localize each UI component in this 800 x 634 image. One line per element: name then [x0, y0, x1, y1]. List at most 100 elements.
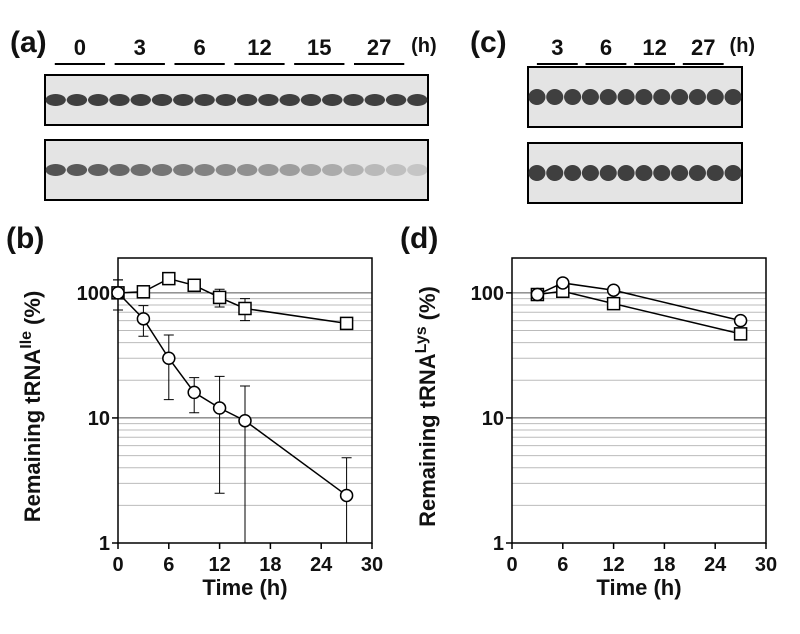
error-bar	[163, 334, 174, 401]
gel-band	[194, 164, 215, 176]
lane-label: 27	[691, 35, 715, 60]
gel-band	[173, 94, 194, 106]
y-axis-label-unit: (%)	[415, 286, 440, 320]
gel-band	[66, 164, 88, 176]
gel-band	[706, 89, 724, 105]
x-tick-label: 12	[208, 554, 230, 576]
gel-band	[581, 165, 599, 181]
gel-band	[564, 165, 582, 181]
lane-label: 6	[600, 35, 612, 60]
gel-band	[581, 89, 599, 105]
square-marker	[733, 327, 748, 341]
y-axis-label-sup: Ile	[18, 331, 35, 349]
gel-band	[236, 94, 258, 106]
gel-band	[130, 94, 151, 106]
x-tick-label: 6	[163, 554, 174, 576]
x-tick-label: 0	[112, 554, 123, 576]
x-axis-label: Time (h)	[596, 575, 681, 600]
gel-band	[151, 164, 173, 176]
series-line	[537, 290, 741, 335]
gel-band	[279, 164, 300, 176]
lane-label: 12	[642, 35, 666, 60]
panel-label: (a)	[10, 26, 47, 59]
gel-band	[546, 165, 564, 181]
gel-band	[364, 164, 386, 176]
x-tick-label: 18	[259, 554, 281, 576]
gel-band	[635, 89, 653, 105]
gel-band	[407, 94, 428, 106]
gel-band	[151, 94, 173, 106]
x-tick-label: 30	[361, 554, 383, 576]
lane-label: 27	[367, 35, 391, 60]
x-tick-label: 18	[653, 554, 675, 576]
panel-label: (c)	[470, 26, 507, 59]
gel-band	[724, 89, 742, 105]
y-tick-label: 100	[77, 283, 110, 305]
circle-marker	[187, 385, 201, 400]
lane-label: 0	[74, 35, 86, 60]
square-marker	[606, 296, 621, 311]
gel-band	[599, 89, 617, 105]
gel-band	[653, 165, 671, 181]
y-axis-label-sup: Lys	[413, 326, 430, 353]
square-marker	[238, 301, 252, 316]
circle-marker	[339, 488, 354, 503]
gel-band	[724, 165, 742, 181]
y-tick-label: 1	[99, 533, 110, 555]
square-marker	[339, 316, 354, 331]
gel-image	[527, 66, 743, 128]
y-tick-label: 100	[471, 283, 504, 305]
unit-label: (h)	[730, 35, 756, 57]
series-line	[117, 292, 348, 497]
circle-marker	[162, 351, 176, 366]
gel-band	[343, 94, 364, 106]
circle-marker	[606, 283, 621, 297]
gel-band	[617, 89, 635, 105]
gel-band	[130, 164, 151, 176]
gel-image	[44, 74, 429, 126]
panel-label: (d)	[400, 222, 438, 255]
gel-band	[66, 94, 88, 106]
gel-band	[322, 94, 343, 106]
x-tick-label: 24	[310, 554, 333, 576]
gel-band	[528, 89, 546, 105]
y-axis-label-main: Remaining tRNA	[415, 353, 440, 527]
gel-band	[364, 94, 386, 106]
gel-band	[706, 165, 724, 181]
error-bar	[214, 375, 225, 494]
circle-marker	[212, 401, 227, 415]
gel-band	[385, 164, 407, 176]
y-axis-label: Remaining tRNAIle (%)	[18, 291, 45, 523]
square-marker	[187, 278, 201, 293]
gel-band	[343, 164, 364, 176]
gel-band	[300, 164, 322, 176]
lane-label: 6	[193, 35, 205, 60]
gel-image	[44, 139, 429, 201]
gel-image	[527, 142, 743, 204]
gel-band	[671, 89, 689, 105]
circle-marker	[111, 286, 125, 300]
gel-band	[688, 165, 706, 181]
gel-band	[109, 164, 130, 176]
gel-band	[173, 164, 194, 176]
gel-band	[87, 164, 109, 176]
lane-label: 15	[307, 35, 331, 60]
gel-band	[236, 164, 258, 176]
gel-band	[87, 94, 109, 106]
lane-label: 3	[551, 35, 563, 60]
square-marker	[162, 271, 176, 286]
x-tick-label: 0	[506, 554, 517, 576]
x-tick-label: 24	[704, 554, 727, 576]
x-axis-label: Time (h)	[202, 575, 287, 600]
gel-band	[528, 165, 546, 181]
panel-label: (b)	[6, 222, 44, 255]
gel-band	[653, 89, 671, 105]
gel-band	[258, 164, 279, 176]
gel-band	[407, 164, 428, 176]
square-marker	[136, 285, 151, 299]
series-line	[537, 282, 741, 322]
x-tick-label: 30	[755, 554, 777, 576]
gel-band	[688, 89, 706, 105]
square-marker	[212, 290, 227, 305]
